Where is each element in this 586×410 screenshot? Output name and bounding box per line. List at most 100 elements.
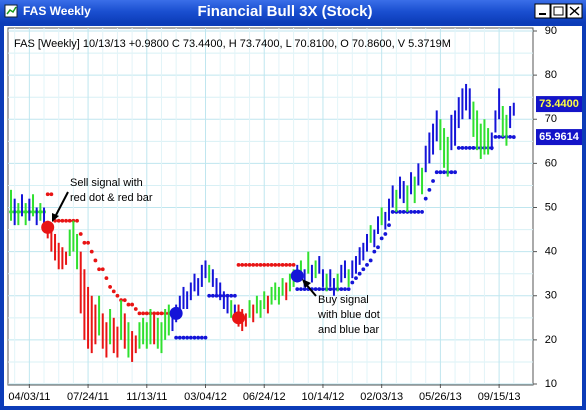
stop-dot [434,170,439,175]
stop-dot [188,335,193,340]
maximize-icon [553,6,564,16]
stop-dot [155,311,160,316]
stop-dot [416,210,421,214]
y-tick-label: 60 [545,157,557,169]
stop-dot [196,335,201,340]
stop-dot [144,311,149,316]
stop-dot [379,236,384,241]
stop-dot [280,262,285,267]
stop-dot [240,262,245,267]
stop-dot [130,302,135,307]
stop-dot [321,287,325,292]
stop-dot [192,335,197,340]
stop-dot [398,210,402,214]
stop-dot [328,287,333,292]
stop-dot [339,287,344,292]
stop-dot [258,262,263,267]
arrow-head [302,279,311,288]
stop-dot [93,258,98,263]
stop-dot [262,262,267,267]
stop-dot [420,210,424,214]
arrow-head [52,213,59,222]
signal-dot [169,306,183,320]
x-tick-label: 03/04/12 [184,391,227,403]
stop-dot [365,262,369,267]
stop-dot [86,240,90,245]
x-tick-label: 07/24/11 [67,391,109,403]
stop-dot [493,135,498,139]
stop-dot [511,135,516,139]
stop-dot [111,289,116,294]
stop-dot [354,276,358,280]
stop-dot [372,249,377,254]
stop-dot [302,287,307,292]
y-tick-label: 50 [545,201,557,213]
chart-title: Financial Bull 3X (Stock) [197,3,372,20]
stop-dot [409,210,413,214]
stop-dot [343,287,347,292]
signal-dot [232,311,246,325]
annotation-arrow [54,191,69,218]
stop-dot [295,287,300,292]
x-tick-label: 02/03/13 [360,391,403,403]
stop-dot [232,293,237,298]
marks [9,83,516,362]
stop-dot [453,170,457,175]
stop-dot [442,170,446,175]
stop-dot [368,258,373,263]
stop-dot [247,262,252,267]
stop-dot [497,135,502,139]
sell-annotation: Sell signal with red dot & red bar [52,177,153,222]
stop-dot [203,335,208,340]
stop-dot [254,262,259,267]
stop-dot [401,210,406,214]
stop-dot [266,262,270,267]
stop-dot [181,335,186,340]
annotation-line: with blue dot [317,309,380,321]
stop-dot [251,262,256,267]
annotation-line: and blue bar [318,324,379,336]
quote-header: FAS [Weekly] 10/13/13 +0.9800 C 73.4400,… [14,38,451,50]
stop-dot [115,293,120,298]
stop-dot [122,298,127,303]
stop-dot [229,293,234,298]
x-tick-label: 06/24/12 [243,391,286,403]
stop-dot [97,267,101,272]
stop-dot [64,218,68,223]
signal-dot [41,220,55,234]
stop-dot [376,245,380,250]
stop-dot [317,287,322,292]
stop-dot [299,287,303,292]
stop-dot [313,287,318,292]
stop-dot [49,192,54,197]
stop-dot [464,146,468,150]
stop-dot [108,285,112,289]
window-buttons [534,3,583,19]
stop-dot [460,146,465,150]
minimize-button[interactable] [534,3,551,19]
stop-dot [126,302,131,307]
annotation-line: Sell signal with [70,177,143,189]
stop-dot [277,262,281,267]
annotation-line: Buy signal [318,294,369,306]
stop-dot [60,218,65,223]
stop-dot [431,179,435,183]
signal-dot [290,269,304,283]
stop-dot [361,267,366,272]
stop-dot [291,262,296,267]
y-tick-label: 20 [545,334,557,346]
close-icon [569,6,580,16]
maximize-button[interactable] [550,3,567,19]
stop-dot [269,262,274,267]
stop-dot [82,240,87,245]
stop-dot [104,276,109,280]
stop-dot [207,293,212,298]
plot-area [7,27,534,386]
stop-dot [45,192,50,197]
app-icon-graph [6,6,17,15]
stop-dot [174,335,179,340]
stop-dot [390,210,395,214]
x-tick-label: 11/13/11 [126,391,167,403]
stop-dot [67,218,72,223]
grid [8,28,537,388]
